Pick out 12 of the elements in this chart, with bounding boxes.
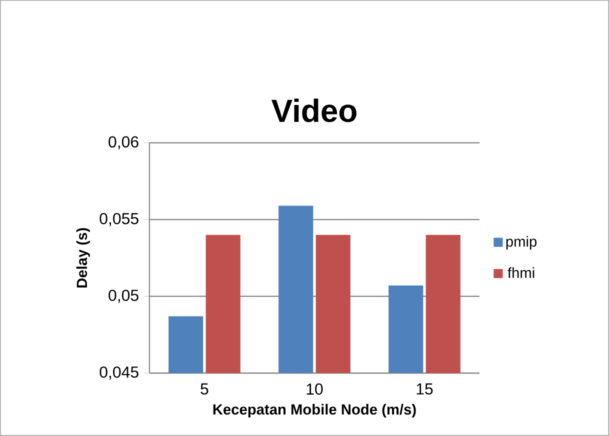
y-tick-label: 0,06	[108, 136, 138, 150]
y-tick-label: 0,055	[100, 212, 138, 226]
x-axis-title: Kecepatan Mobile Node (m/s)	[213, 404, 416, 418]
x-tick-label: 10	[306, 383, 323, 395]
x-tick-label: 5	[200, 383, 208, 395]
y-axis-title: Delay (s)	[76, 228, 90, 288]
legend-label: fhmi	[508, 267, 534, 278]
chart-title: Video	[272, 98, 356, 122]
x-tick-label: 15	[416, 383, 433, 395]
y-tick-label: 0,045	[100, 366, 138, 380]
y-tick-label: 0,05	[108, 290, 138, 303]
legend-label: pmip	[506, 236, 537, 250]
